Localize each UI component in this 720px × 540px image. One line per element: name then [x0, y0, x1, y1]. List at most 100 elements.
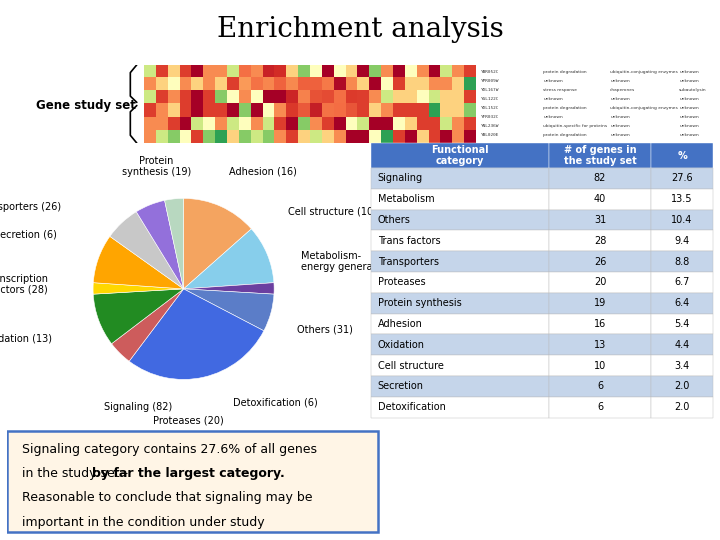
- Text: protein degradation: protein degradation: [544, 133, 587, 137]
- Text: Oxidation (13): Oxidation (13): [0, 334, 53, 343]
- FancyBboxPatch shape: [549, 314, 652, 334]
- Text: 27.6: 27.6: [671, 173, 693, 184]
- Text: protein degradation: protein degradation: [544, 106, 587, 110]
- FancyBboxPatch shape: [549, 168, 652, 189]
- Text: YNL236W: YNL236W: [481, 124, 500, 129]
- Text: 3.4: 3.4: [675, 361, 690, 370]
- Text: ubiquitin-specific for proteins: ubiquitin-specific for proteins: [544, 124, 608, 129]
- FancyBboxPatch shape: [371, 355, 549, 376]
- FancyBboxPatch shape: [549, 210, 652, 231]
- Text: Detoxification (6): Detoxification (6): [233, 397, 318, 407]
- FancyBboxPatch shape: [652, 314, 713, 334]
- Text: unknown: unknown: [679, 106, 699, 110]
- Text: unknown: unknown: [679, 124, 699, 129]
- Text: YFR032C: YFR032C: [481, 116, 500, 119]
- FancyBboxPatch shape: [549, 397, 652, 417]
- FancyBboxPatch shape: [371, 397, 549, 417]
- Text: unknown: unknown: [610, 116, 630, 119]
- Text: Protein synthesis: Protein synthesis: [377, 298, 462, 308]
- FancyBboxPatch shape: [7, 431, 378, 532]
- FancyBboxPatch shape: [371, 334, 549, 355]
- Wedge shape: [93, 282, 184, 294]
- Text: YDL152C: YDL152C: [481, 106, 500, 110]
- FancyBboxPatch shape: [652, 355, 713, 376]
- FancyBboxPatch shape: [371, 376, 549, 397]
- Wedge shape: [136, 200, 184, 289]
- Text: 31: 31: [594, 215, 606, 225]
- FancyBboxPatch shape: [371, 293, 549, 314]
- Text: subautolysin: subautolysin: [679, 88, 707, 92]
- Text: unknown: unknown: [679, 70, 699, 75]
- Text: unknown: unknown: [544, 79, 563, 83]
- FancyBboxPatch shape: [371, 272, 549, 293]
- Text: Cell structure: Cell structure: [377, 361, 444, 370]
- Text: YBR052C: YBR052C: [481, 70, 500, 75]
- FancyBboxPatch shape: [549, 143, 652, 168]
- Text: 6.7: 6.7: [675, 278, 690, 287]
- FancyBboxPatch shape: [652, 143, 713, 168]
- FancyBboxPatch shape: [549, 376, 652, 397]
- FancyBboxPatch shape: [652, 210, 713, 231]
- Text: 8.8: 8.8: [675, 256, 690, 267]
- Text: 2.0: 2.0: [675, 381, 690, 391]
- Wedge shape: [110, 212, 184, 289]
- Text: 9.4: 9.4: [675, 236, 690, 246]
- Text: Gene study set: Gene study set: [36, 99, 136, 112]
- Text: 6: 6: [597, 402, 603, 412]
- Text: unknown: unknown: [610, 97, 630, 102]
- Text: Trans factors: Trans factors: [377, 236, 440, 246]
- Text: chaperones: chaperones: [610, 88, 635, 92]
- Wedge shape: [184, 289, 274, 331]
- FancyBboxPatch shape: [549, 231, 652, 251]
- Wedge shape: [184, 229, 274, 289]
- FancyBboxPatch shape: [371, 231, 549, 251]
- Text: unknown: unknown: [544, 97, 563, 102]
- Text: in the study set -: in the study set -: [22, 467, 132, 480]
- Text: unknown: unknown: [679, 116, 699, 119]
- Text: Proteases (20): Proteases (20): [153, 415, 223, 425]
- Text: Metabolism: Metabolism: [377, 194, 434, 204]
- Text: YPR009W: YPR009W: [481, 79, 500, 83]
- FancyBboxPatch shape: [652, 272, 713, 293]
- FancyBboxPatch shape: [652, 376, 713, 397]
- Text: unknown: unknown: [679, 97, 699, 102]
- Wedge shape: [184, 198, 251, 289]
- FancyBboxPatch shape: [652, 251, 713, 272]
- Text: Protein
synthesis (19): Protein synthesis (19): [122, 156, 191, 177]
- Text: unknown: unknown: [679, 79, 699, 83]
- FancyBboxPatch shape: [652, 168, 713, 189]
- Text: unknown: unknown: [610, 124, 630, 129]
- Text: Proteases: Proteases: [377, 278, 426, 287]
- Text: ubiquitin-conjugating enzymes: ubiquitin-conjugating enzymes: [610, 70, 678, 75]
- Text: YBL020E: YBL020E: [481, 133, 500, 137]
- Text: unknown: unknown: [544, 116, 563, 119]
- FancyBboxPatch shape: [549, 293, 652, 314]
- FancyBboxPatch shape: [371, 189, 549, 210]
- FancyBboxPatch shape: [549, 272, 652, 293]
- Text: 13.5: 13.5: [671, 194, 693, 204]
- Text: 10.4: 10.4: [671, 215, 693, 225]
- FancyBboxPatch shape: [652, 293, 713, 314]
- Text: Others: Others: [377, 215, 410, 225]
- Text: Cell structure (10): Cell structure (10): [288, 207, 377, 217]
- FancyBboxPatch shape: [652, 397, 713, 417]
- Text: 5.4: 5.4: [675, 319, 690, 329]
- Text: Adhesion (16): Adhesion (16): [229, 166, 297, 176]
- Text: Adhesion: Adhesion: [377, 319, 423, 329]
- Text: protein degradation: protein degradation: [544, 70, 587, 75]
- FancyBboxPatch shape: [549, 189, 652, 210]
- Text: 82: 82: [594, 173, 606, 184]
- Text: 2.0: 2.0: [675, 402, 690, 412]
- Text: Others (31): Others (31): [297, 325, 353, 335]
- FancyBboxPatch shape: [652, 334, 713, 355]
- FancyBboxPatch shape: [371, 251, 549, 272]
- Text: 13: 13: [594, 340, 606, 350]
- Text: Secretion: Secretion: [377, 381, 423, 391]
- FancyBboxPatch shape: [371, 143, 549, 168]
- Text: Signaling category contains 27.6% of all genes: Signaling category contains 27.6% of all…: [22, 443, 318, 456]
- Text: Functional
category: Functional category: [431, 145, 489, 166]
- FancyBboxPatch shape: [549, 251, 652, 272]
- Text: 6.4: 6.4: [675, 298, 690, 308]
- Text: Enrichment analysis: Enrichment analysis: [217, 16, 503, 43]
- Wedge shape: [165, 198, 184, 289]
